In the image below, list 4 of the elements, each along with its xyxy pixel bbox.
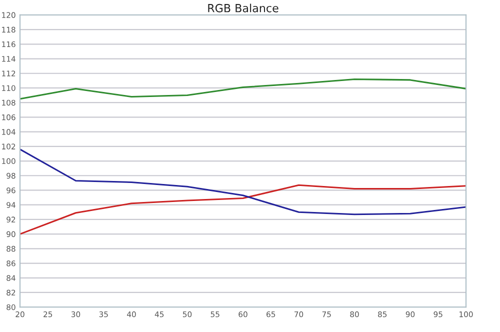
line-series — [20, 78, 466, 100]
chart-title: RGB Balance — [208, 4, 278, 12]
line-series — [20, 184, 466, 235]
line-series — [20, 148, 466, 216]
